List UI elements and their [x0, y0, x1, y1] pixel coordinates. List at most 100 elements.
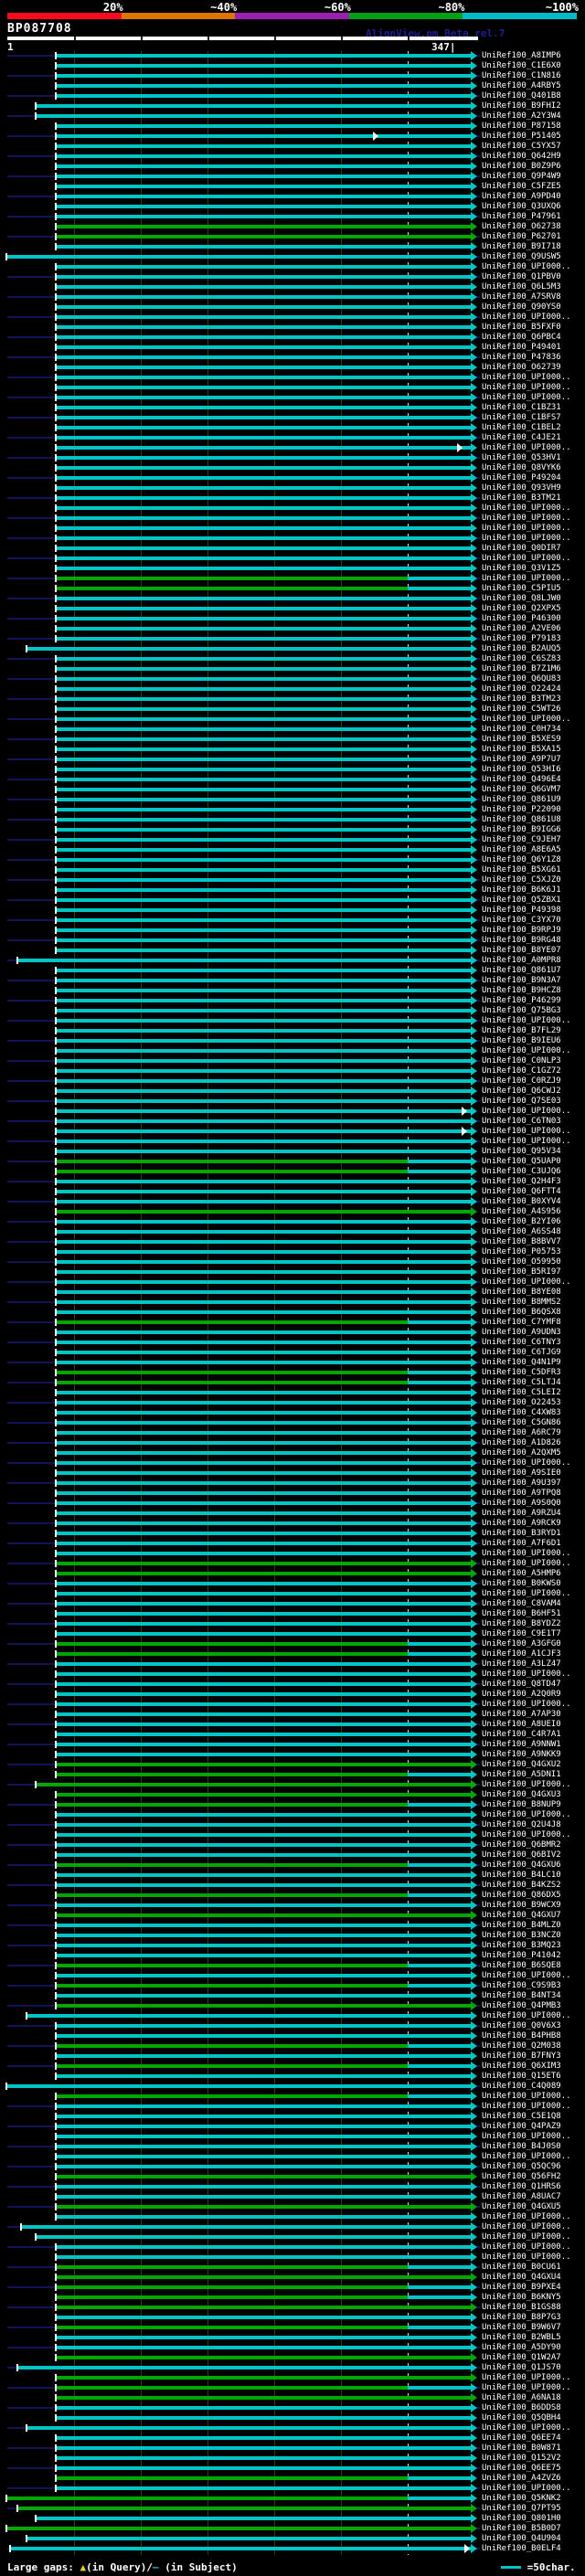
subject-label[interactable]: UniRef100_O62738 — [482, 222, 561, 231]
subject-label[interactable]: UniRef100_UPI000.. — [482, 2242, 571, 2252]
alignment-bar[interactable] — [57, 2265, 409, 2269]
subject-label[interactable]: UniRef100_B3MQ23 — [482, 1941, 561, 1950]
alignment-bar[interactable] — [57, 1039, 471, 1043]
subject-label[interactable]: UniRef100_Q6Y1Z8 — [482, 855, 561, 864]
subject-label[interactable]: UniRef100_UPI000.. — [482, 262, 571, 271]
alignment-bar[interactable] — [57, 1300, 471, 1304]
subject-label[interactable]: UniRef100_B3TM23 — [482, 694, 561, 704]
alignment-bar[interactable] — [57, 265, 471, 269]
subject-label[interactable]: UniRef100_UPI000.. — [482, 2383, 571, 2392]
subject-label[interactable]: UniRef100_C9S9B3 — [482, 1981, 561, 1990]
alignment-bar[interactable] — [408, 2295, 471, 2299]
alignment-bar[interactable] — [57, 557, 471, 560]
subject-label[interactable]: UniRef100_UPI000.. — [482, 2152, 571, 2161]
subject-label[interactable]: UniRef100_A2Y3W4 — [482, 111, 561, 121]
alignment-bar[interactable] — [57, 667, 471, 671]
alignment-bar[interactable] — [57, 1813, 471, 1817]
subject-label[interactable]: UniRef100_Q5UAP0 — [482, 1157, 561, 1166]
alignment-bar[interactable] — [57, 969, 471, 972]
alignment-bar[interactable] — [57, 2145, 471, 2148]
alignment-bar[interactable] — [408, 2044, 471, 2048]
subject-label[interactable]: UniRef100_B3TM21 — [482, 493, 561, 503]
alignment-bar[interactable] — [57, 2275, 471, 2279]
subject-label[interactable]: UniRef100_O62739 — [482, 363, 561, 372]
alignment-bar[interactable] — [57, 1924, 471, 1927]
alignment-bar[interactable] — [57, 2125, 471, 2128]
alignment-bar[interactable] — [57, 1451, 471, 1455]
subject-label[interactable]: UniRef100_Q3UXQ6 — [482, 202, 561, 211]
subject-label[interactable]: UniRef100_Q0DIR7 — [482, 544, 561, 553]
subject-label[interactable]: UniRef100_B5XES9 — [482, 735, 561, 744]
subject-label[interactable]: UniRef100_Q861U7 — [482, 966, 561, 975]
alignment-bar[interactable] — [57, 979, 471, 982]
subject-label[interactable]: UniRef100_UPI000.. — [482, 2484, 571, 2493]
subject-label[interactable]: UniRef100_Q4GXU7 — [482, 1911, 561, 1920]
alignment-bar[interactable] — [57, 305, 471, 309]
subject-label[interactable]: UniRef100_Q6EE74 — [482, 2433, 561, 2443]
subject-label[interactable]: UniRef100_UPI000.. — [482, 2423, 571, 2433]
alignment-bar[interactable] — [27, 2014, 471, 2018]
alignment-bar[interactable] — [57, 1612, 471, 1616]
subject-label[interactable]: UniRef100_Q2M038 — [482, 2041, 561, 2051]
subject-label[interactable]: UniRef100_Q1PBV0 — [482, 272, 561, 281]
subject-label[interactable]: UniRef100_B9WCX9 — [482, 1901, 561, 1910]
subject-label[interactable]: UniRef100_P62701 — [482, 232, 561, 241]
alignment-bar[interactable] — [27, 2426, 471, 2430]
alignment-bar[interactable] — [57, 225, 471, 228]
subject-label[interactable]: UniRef100_B6KNY5 — [482, 2293, 561, 2302]
subject-label[interactable]: UniRef100_B9RPJ9 — [482, 926, 561, 935]
subject-label[interactable]: UniRef100_A9PD40 — [482, 192, 561, 201]
subject-label[interactable]: UniRef100_UPI000.. — [482, 1559, 571, 1568]
subject-label[interactable]: UniRef100_Q9P4W9 — [482, 172, 561, 181]
alignment-bar[interactable] — [408, 2476, 471, 2480]
alignment-bar[interactable] — [57, 1692, 471, 1696]
subject-label[interactable]: UniRef100_B2AUQ5 — [482, 644, 561, 653]
alignment-bar[interactable] — [408, 1773, 471, 1776]
alignment-bar[interactable] — [57, 888, 471, 892]
subject-label[interactable]: UniRef100_C7YMF8 — [482, 1318, 561, 1327]
subject-label[interactable]: UniRef100_UPI000.. — [482, 1810, 571, 1819]
alignment-bar[interactable] — [57, 2295, 409, 2299]
subject-label[interactable]: UniRef100_C3UJQ6 — [482, 1167, 561, 1176]
subject-label[interactable]: UniRef100_C6TNY3 — [482, 1338, 561, 1347]
alignment-bar[interactable] — [408, 1964, 471, 1967]
alignment-bar[interactable] — [57, 144, 471, 148]
subject-label[interactable]: UniRef100_UPI000.. — [482, 1670, 571, 1679]
subject-label[interactable]: UniRef100_C1BFS7 — [482, 413, 561, 422]
subject-label[interactable]: UniRef100_UPI000.. — [482, 2232, 571, 2242]
subject-label[interactable]: UniRef100_UPI000.. — [482, 2222, 571, 2231]
subject-label[interactable]: UniRef100_C5YX57 — [482, 142, 561, 151]
alignment-bar[interactable] — [57, 1793, 471, 1797]
subject-label[interactable]: UniRef100_Q53HI6 — [482, 765, 561, 774]
subject-label[interactable]: UniRef100_B5RI97 — [482, 1267, 561, 1277]
alignment-bar[interactable] — [57, 2346, 471, 2349]
subject-label[interactable]: UniRef100_A0MPR8 — [482, 956, 561, 965]
alignment-bar[interactable] — [57, 1210, 471, 1214]
subject-label[interactable]: UniRef100_Q9USW5 — [482, 252, 561, 261]
alignment-bar[interactable] — [57, 2255, 471, 2259]
subject-label[interactable]: UniRef100_C4R7A1 — [482, 1730, 561, 1739]
subject-label[interactable]: UniRef100_A4S956 — [482, 1207, 561, 1216]
subject-label[interactable]: UniRef100_P47961 — [482, 212, 561, 221]
alignment-bar[interactable] — [57, 245, 471, 249]
alignment-bar[interactable] — [57, 486, 471, 490]
subject-label[interactable]: UniRef100_C1BEL2 — [482, 423, 561, 432]
alignment-bar[interactable] — [57, 1431, 471, 1435]
subject-label[interactable]: UniRef100_C9JEH7 — [482, 835, 561, 844]
subject-label[interactable]: UniRef100_A5DY90 — [482, 2343, 561, 2352]
subject-label[interactable]: UniRef100_UPI000.. — [482, 1700, 571, 1709]
subject-label[interactable]: UniRef100_A3LZ47 — [482, 1659, 561, 1669]
subject-label[interactable]: UniRef100_A7SRV8 — [482, 292, 561, 302]
subject-label[interactable]: UniRef100_Q4GXU3 — [482, 1790, 561, 1799]
alignment-bar[interactable] — [57, 727, 471, 731]
subject-label[interactable]: UniRef100_C5FZE5 — [482, 182, 561, 191]
subject-label[interactable]: UniRef100_B9FHI2 — [482, 101, 561, 111]
subject-label[interactable]: UniRef100_B9HCZ8 — [482, 986, 561, 995]
alignment-bar[interactable] — [57, 1672, 471, 1676]
subject-label[interactable]: UniRef100_Q6EE75 — [482, 2464, 561, 2473]
subject-label[interactable]: UniRef100_A5HMP6 — [482, 1569, 561, 1578]
alignment-bar[interactable] — [57, 1984, 409, 1988]
alignment-bar[interactable] — [57, 1471, 471, 1475]
alignment-bar[interactable] — [57, 1330, 471, 1334]
subject-label[interactable]: UniRef100_P47836 — [482, 353, 561, 362]
